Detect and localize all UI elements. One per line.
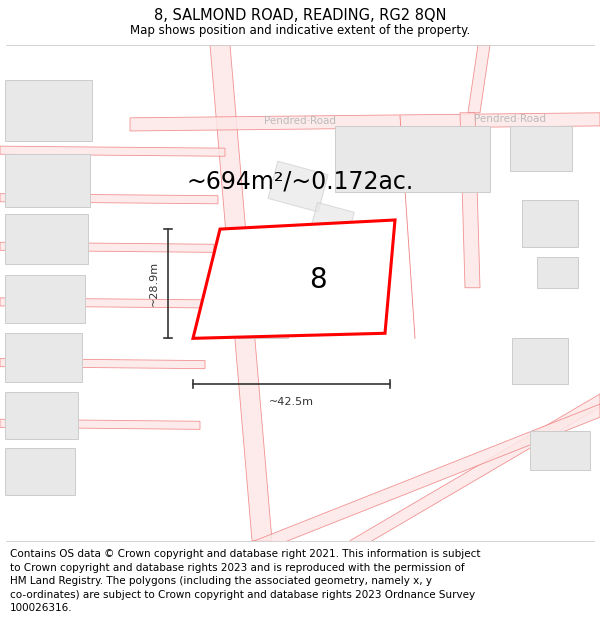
Polygon shape [5,333,82,382]
Polygon shape [5,274,85,323]
Text: ~694m²/~0.172ac.: ~694m²/~0.172ac. [187,169,413,194]
Polygon shape [335,126,490,192]
Text: Pendred·Road: Pendred·Road [264,116,336,126]
Polygon shape [5,81,92,141]
Polygon shape [255,404,600,554]
Text: ~42.5m: ~42.5m [269,397,314,407]
Polygon shape [5,448,75,495]
Polygon shape [210,45,272,541]
Text: 8, SALMOND ROAD, READING, RG2 8QN: 8, SALMOND ROAD, READING, RG2 8QN [154,8,446,23]
Polygon shape [235,272,282,308]
Polygon shape [512,338,568,384]
Polygon shape [460,112,480,288]
Polygon shape [510,126,572,171]
Polygon shape [0,419,200,429]
Polygon shape [0,242,214,252]
Polygon shape [530,431,590,470]
Polygon shape [522,200,578,248]
Polygon shape [350,394,600,554]
Polygon shape [5,154,90,207]
Polygon shape [5,214,88,264]
Polygon shape [468,45,490,112]
Text: Contains OS data © Crown copyright and database right 2021. This information is : Contains OS data © Crown copyright and d… [10,549,480,614]
Polygon shape [310,202,354,242]
Polygon shape [238,313,288,338]
Text: Salmond·Road: Salmond·Road [230,253,254,323]
Text: Pendred·Road: Pendred·Road [474,114,546,124]
Polygon shape [537,258,578,288]
Polygon shape [0,146,225,156]
Polygon shape [193,220,395,338]
Text: 8: 8 [310,266,327,294]
Text: Map shows position and indicative extent of the property.: Map shows position and indicative extent… [130,24,470,37]
Polygon shape [0,194,218,204]
Polygon shape [5,392,78,439]
Polygon shape [130,112,600,131]
Polygon shape [0,298,210,308]
Text: ~28.9m: ~28.9m [149,261,159,306]
Polygon shape [268,161,328,212]
Polygon shape [0,359,205,369]
